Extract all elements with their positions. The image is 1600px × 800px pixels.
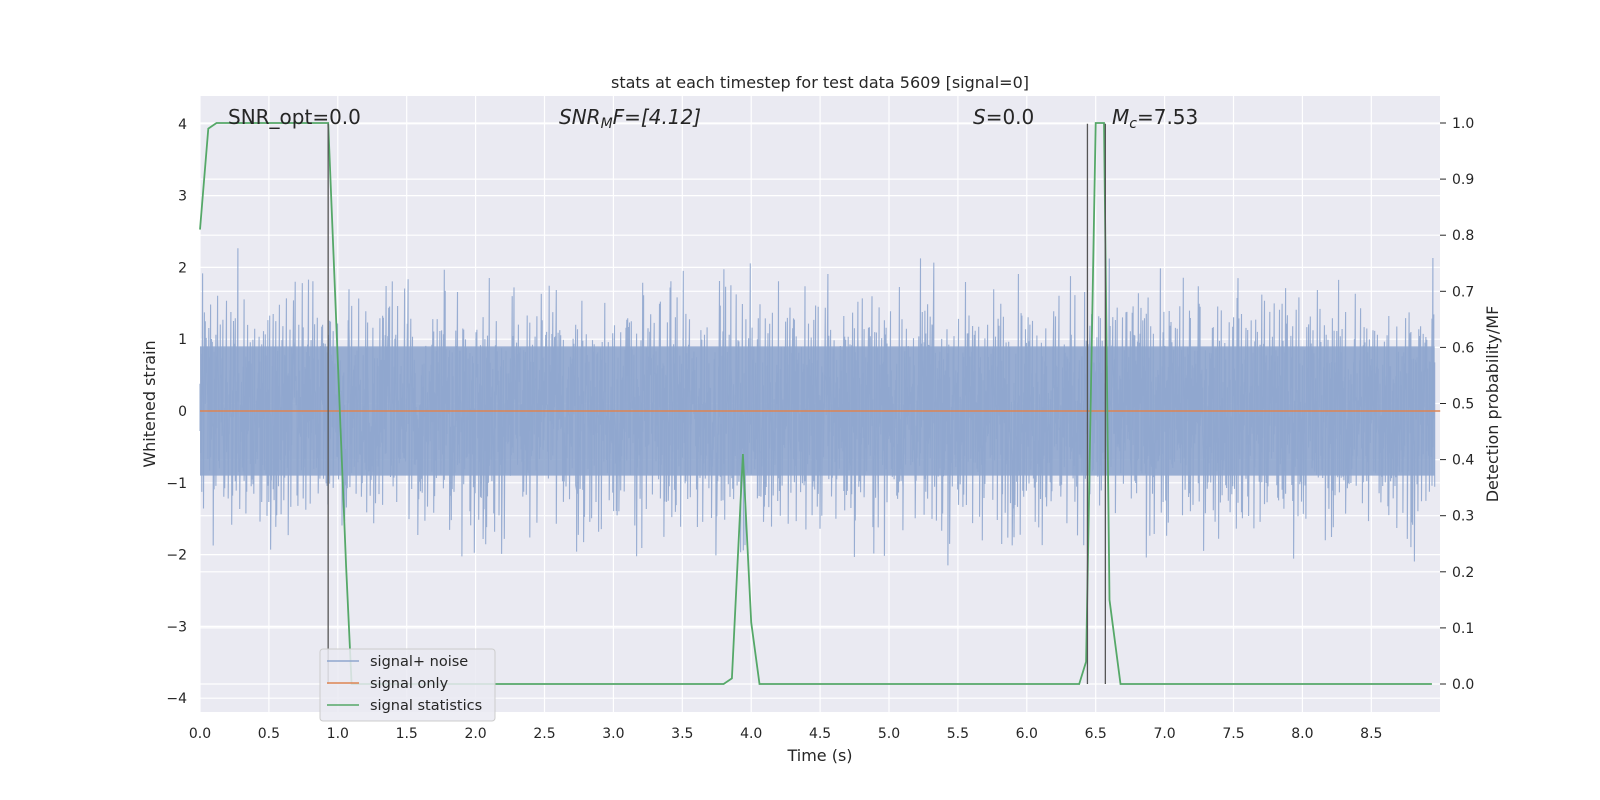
- legend: signal+ noise signal only signal statist…: [319, 648, 496, 722]
- y-axis-label-left: Whitened strain: [140, 340, 159, 467]
- annotation-snr-mf-main: SNR: [559, 105, 601, 129]
- legend-label-signal-noise: signal+ noise: [370, 654, 468, 670]
- chart-title: stats at each timestep for test data 560…: [611, 73, 1029, 92]
- annotation-s: S=0.0: [973, 105, 1034, 129]
- y-right-tick-label: 0.3: [1452, 509, 1474, 525]
- y-right-tick-label: 0.2: [1452, 565, 1474, 581]
- vertical-markers: [327, 123, 1106, 684]
- y-right-tick-label: 0.8: [1452, 228, 1474, 244]
- x-tick-label: 2.5: [533, 726, 555, 742]
- legend-box: [319, 648, 496, 722]
- y-left-tick-label: −1: [166, 476, 187, 492]
- signal-statistics-series: [199, 122, 1432, 685]
- legend-label-signal-statistics: signal statistics: [370, 698, 482, 714]
- annotation-mc-rest: =7.53: [1137, 105, 1198, 129]
- x-tick-label: 8.0: [1291, 726, 1313, 742]
- y-left-tick-labels: 4 3 2 1 0 −1 −2 −3 −4: [166, 117, 187, 707]
- y-right-tick-labels: 1.0 0.9 0.8 0.7 0.6 0.5 0.4 0.3 0.2 0.1 0.0: [1440, 116, 1474, 693]
- x-tick-label: 6.0: [1016, 726, 1038, 742]
- annotation-mc-main: M: [1112, 105, 1129, 129]
- y-left-tick-label: 1: [178, 332, 187, 348]
- x-tick-label: 7.0: [1153, 726, 1175, 742]
- y-right-tick-label: 0.5: [1452, 397, 1474, 413]
- x-tick-label: 1.0: [327, 726, 349, 742]
- y-left-tick-label: 3: [178, 189, 187, 205]
- annotation-snr-mf-rest: F=[4.12]: [613, 105, 701, 129]
- x-tick-label: 5.5: [947, 726, 969, 742]
- y-right-tick-label: 0.6: [1452, 340, 1474, 356]
- signal-statistics-line: [199, 122, 1432, 685]
- y-right-tick-label: 0.0: [1452, 677, 1474, 693]
- y-left-tick-label: 4: [178, 117, 187, 133]
- annotation-mc-sub: c: [1129, 116, 1137, 132]
- y-right-tick-label: 0.4: [1452, 453, 1474, 469]
- x-tick-label: 2.0: [464, 726, 486, 742]
- x-axis-label: Time (s): [786, 746, 852, 765]
- y-right-tick-label: 0.7: [1452, 284, 1474, 300]
- x-tick-label: 4.0: [740, 726, 762, 742]
- x-tick-label: 7.5: [1222, 726, 1244, 742]
- x-tick-label: 0.5: [258, 726, 280, 742]
- y-left-tick-label: −2: [166, 548, 187, 564]
- annotation-s-rest: =0.0: [986, 105, 1035, 129]
- annotation-mc: Mc=7.53: [1112, 105, 1198, 132]
- annotation-snr-mf-sub: M: [601, 116, 613, 132]
- y-right-tick-label: 1.0: [1452, 116, 1474, 132]
- x-tick-label: 0.0: [189, 726, 211, 742]
- x-tick-label: 5.0: [878, 726, 900, 742]
- y-left-tick-label: −3: [166, 619, 187, 635]
- legend-label-signal-only: signal only: [370, 676, 449, 692]
- y-right-tick-label: 0.1: [1452, 621, 1474, 637]
- x-tick-labels: 0.0 0.5 1.0 1.5 2.0 2.5 3.0 3.5 4.0 4.5 5.0 5.5 6.0 6…: [189, 726, 1383, 742]
- x-tick-label: 3.5: [671, 726, 693, 742]
- y-right-tick-label: 0.9: [1452, 172, 1474, 188]
- annotation-snr-opt: SNR_opt=0.0: [228, 105, 361, 129]
- y-left-tick-label: 2: [178, 260, 187, 276]
- x-tick-label: 1.5: [396, 726, 418, 742]
- annotation-s-main: S: [973, 105, 986, 129]
- y-left-tick-label: −4: [166, 691, 187, 707]
- y-left-tick-label: 0: [178, 404, 187, 420]
- x-tick-label: 4.5: [809, 726, 831, 742]
- annotation-snr-mf: SNRMF=[4.12]: [559, 105, 701, 132]
- y-axis-label-right: Detection probability/MF: [1483, 306, 1502, 503]
- x-tick-label: 8.5: [1360, 726, 1382, 742]
- x-tick-label: 3.0: [602, 726, 624, 742]
- x-tick-label: 6.5: [1085, 726, 1107, 742]
